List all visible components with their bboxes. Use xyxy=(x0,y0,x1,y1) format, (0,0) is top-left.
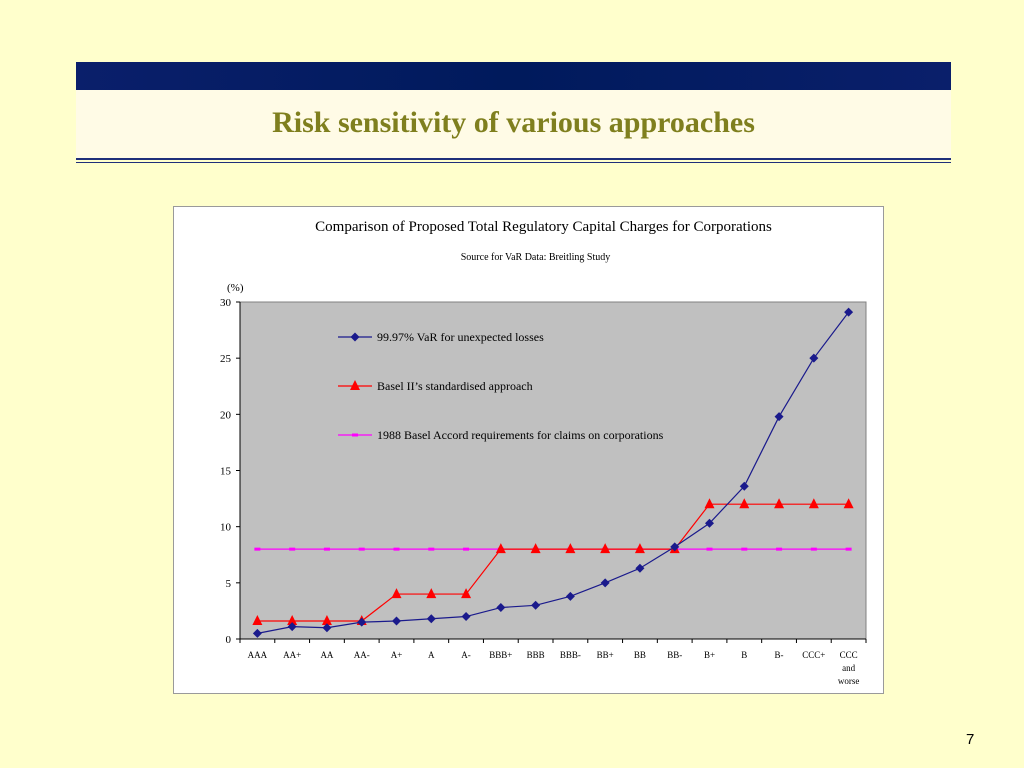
y-tick-label: 5 xyxy=(226,578,232,590)
data-point xyxy=(391,588,402,599)
y-tick-label: 20 xyxy=(220,409,232,421)
series-line-basel2 xyxy=(257,503,849,622)
y-axis-unit-label: (%) xyxy=(227,282,244,294)
data-point xyxy=(461,588,472,599)
x-tick-label: BBB xyxy=(527,650,545,660)
x-tick-label: B+ xyxy=(704,650,715,660)
data-point xyxy=(252,628,262,638)
plot-area xyxy=(239,301,867,640)
x-tick-label: CCC+ xyxy=(802,650,825,660)
x-tick-label: A- xyxy=(461,650,471,660)
y-tick-label: 15 xyxy=(220,466,232,478)
x-tick-label: BBB- xyxy=(560,650,581,660)
x-tick-label: B xyxy=(741,650,747,660)
title-band xyxy=(76,90,951,158)
x-tick-label: BB+ xyxy=(597,650,614,660)
data-point xyxy=(461,612,471,622)
data-point xyxy=(358,547,365,551)
data-point xyxy=(357,617,367,627)
data-point xyxy=(254,547,261,551)
x-tick-label: BBB+ xyxy=(489,650,512,660)
data-point xyxy=(843,498,854,509)
data-point xyxy=(289,547,296,551)
x-tick-label: CCC xyxy=(840,650,858,660)
data-point xyxy=(776,547,783,551)
data-point xyxy=(670,542,680,552)
data-point xyxy=(393,547,400,551)
y-tick-label: 10 xyxy=(220,522,232,534)
chart-title: Comparison of Proposed Total Regulatory … xyxy=(315,219,772,235)
data-point xyxy=(774,498,785,509)
data-point xyxy=(809,353,819,363)
series-line-var xyxy=(257,311,850,634)
data-point xyxy=(600,543,611,554)
data-point xyxy=(323,547,330,551)
data-point xyxy=(428,547,435,551)
x-tick-label: B- xyxy=(775,650,784,660)
data-point xyxy=(463,547,470,551)
data-point xyxy=(810,547,817,551)
header-bar xyxy=(76,62,951,90)
data-point xyxy=(287,615,298,626)
data-point xyxy=(774,412,784,422)
data-point xyxy=(426,614,436,624)
x-tick-label: A+ xyxy=(391,650,403,660)
data-point xyxy=(845,547,852,551)
data-point xyxy=(530,543,541,554)
x-tick-label: BB- xyxy=(667,650,682,660)
x-tick-label: AA+ xyxy=(283,650,301,660)
data-point xyxy=(322,623,332,633)
data-point xyxy=(844,307,854,317)
data-point xyxy=(739,498,750,509)
y-tick-label: 25 xyxy=(220,353,232,365)
legend-label: 1988 Basel Accord requirements for claim… xyxy=(377,428,664,442)
x-tick-label: AA- xyxy=(354,650,370,660)
legend-label: 99.97% VaR for unexpected losses xyxy=(377,330,544,344)
data-point xyxy=(531,600,541,610)
data-point xyxy=(704,498,715,509)
data-point xyxy=(705,518,714,528)
title-rule-bottom xyxy=(76,162,951,163)
chart-subtitle: Source for VaR Data: Breitling Study xyxy=(460,252,611,263)
data-point xyxy=(706,547,713,551)
legend-marker xyxy=(352,433,358,437)
x-tick-label: worse xyxy=(838,676,860,686)
slide-title: Risk sensitivity of various approaches xyxy=(272,106,755,139)
data-point xyxy=(496,603,506,613)
data-point xyxy=(635,563,645,573)
legend-marker xyxy=(350,380,360,390)
data-point xyxy=(321,615,332,626)
title-rule-top xyxy=(76,158,951,160)
data-point xyxy=(739,481,749,491)
legend-marker xyxy=(350,332,360,342)
x-tick-label: BB xyxy=(634,650,646,660)
data-point xyxy=(634,543,645,554)
data-point xyxy=(565,591,575,601)
x-tick-label: A xyxy=(428,650,435,660)
data-point xyxy=(495,543,506,554)
data-point xyxy=(392,616,401,626)
data-point xyxy=(287,622,297,632)
data-point xyxy=(600,578,610,588)
data-point xyxy=(565,543,576,554)
x-tick-label: AAA xyxy=(248,650,268,660)
x-tick-label: AA xyxy=(320,650,333,660)
data-point xyxy=(426,588,437,599)
page-number: 7 xyxy=(966,731,975,748)
data-point xyxy=(252,615,263,626)
y-tick-label: 30 xyxy=(220,297,232,309)
x-tick-label: and xyxy=(842,663,855,673)
y-tick-label: 0 xyxy=(226,634,232,646)
data-point xyxy=(808,498,819,509)
data-point xyxy=(741,547,748,551)
legend-label: Basel II’s standardised approach xyxy=(377,379,533,393)
